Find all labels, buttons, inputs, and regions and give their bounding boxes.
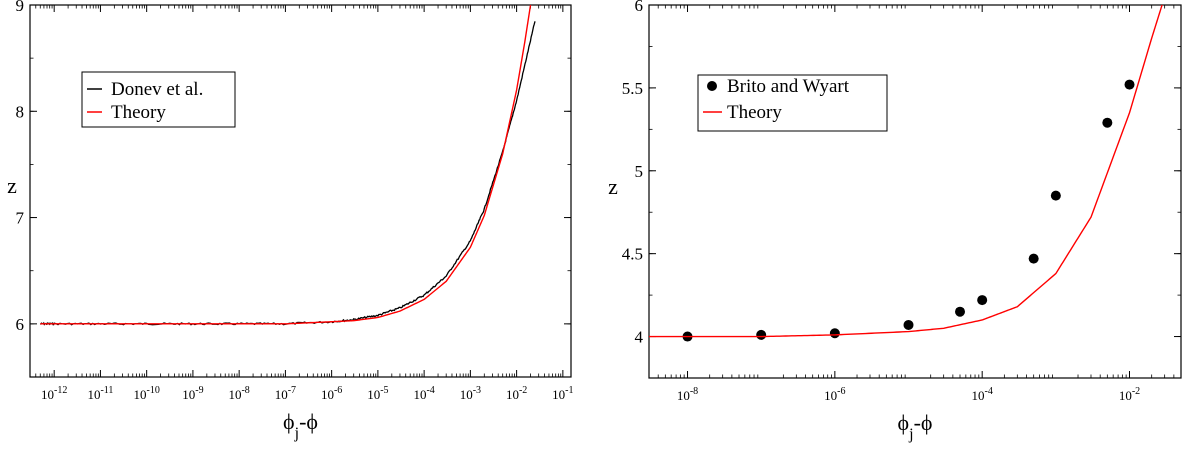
data-point: [829, 328, 840, 339]
right-chart-panel: 10-8 10-6 10-4 10-2 4 4.5 5 5.5 6 ϕj-ϕ z Brito and …: [608, 0, 1182, 443]
x-tick-label: 10-2: [506, 385, 527, 402]
x-tick-label: 10-7: [275, 385, 296, 402]
data-point: [756, 329, 767, 340]
data-point: [903, 319, 914, 330]
x-axis-label: ϕj-ϕ: [898, 410, 933, 443]
y-axis-label: z: [608, 174, 618, 199]
plot-area: [649, 5, 1163, 342]
legend-label: Theory: [727, 102, 782, 123]
data-point: [977, 295, 988, 306]
y-tick-label: 8: [16, 102, 25, 121]
x-tick-label: 10-2: [1119, 386, 1140, 403]
y-tick-label: 6: [635, 0, 644, 15]
x-tick-label: 10-9: [182, 385, 203, 402]
x-tick-label: 10-12: [41, 385, 67, 402]
data-point: [1050, 190, 1061, 201]
x-tick-label: 10-5: [367, 385, 388, 402]
y-axis-label: z: [7, 173, 17, 198]
series-line: [649, 5, 1163, 338]
legend-marker: [707, 81, 717, 91]
y-tick-label: 4: [635, 328, 644, 347]
y-tick-label: 5: [635, 162, 644, 181]
x-tick-label: 10-4: [972, 386, 993, 403]
legend-box: [81, 71, 236, 128]
x-axis-label: ϕj-ϕ: [283, 409, 318, 442]
legend-label: Donev et al.: [111, 79, 203, 100]
x-tick-label: 10-8: [677, 386, 698, 403]
series-line: [40, 21, 536, 326]
legend-box: [697, 74, 888, 132]
legend-label: Theory: [111, 102, 166, 123]
y-tick-label: 5.5: [622, 79, 643, 98]
legend-label: Brito and Wyart: [727, 76, 850, 97]
data-point: [955, 306, 966, 317]
x-tick-label: 10-1: [552, 385, 573, 402]
x-tick-label: 10-8: [228, 385, 249, 402]
data-point: [1028, 253, 1039, 264]
data-point: [1124, 79, 1135, 90]
data-point: [1102, 117, 1113, 128]
x-tick-label: 10-3: [460, 385, 481, 402]
x-tick-label: 10-6: [824, 386, 845, 403]
plot-area: [40, 5, 536, 326]
y-tick-label: 6: [16, 315, 25, 334]
y-tick-label: 9: [16, 0, 25, 15]
x-tick-label: 10-6: [321, 385, 342, 402]
plot-frame: [29, 4, 572, 378]
x-tick-label: 10-4: [413, 385, 434, 402]
y-tick-label: 7: [16, 209, 25, 228]
y-tick-label: 4.5: [622, 245, 643, 264]
left-chart-panel: 10-12 10-11 10-10 10-9 10-8 10-7 10-6 10-5 10-4 1…: [7, 0, 573, 442]
x-tick-label: 10-11: [87, 385, 113, 402]
x-tick-label: 10-10: [133, 385, 159, 402]
series-line: [40, 5, 532, 325]
plot-frame: [648, 4, 1182, 379]
